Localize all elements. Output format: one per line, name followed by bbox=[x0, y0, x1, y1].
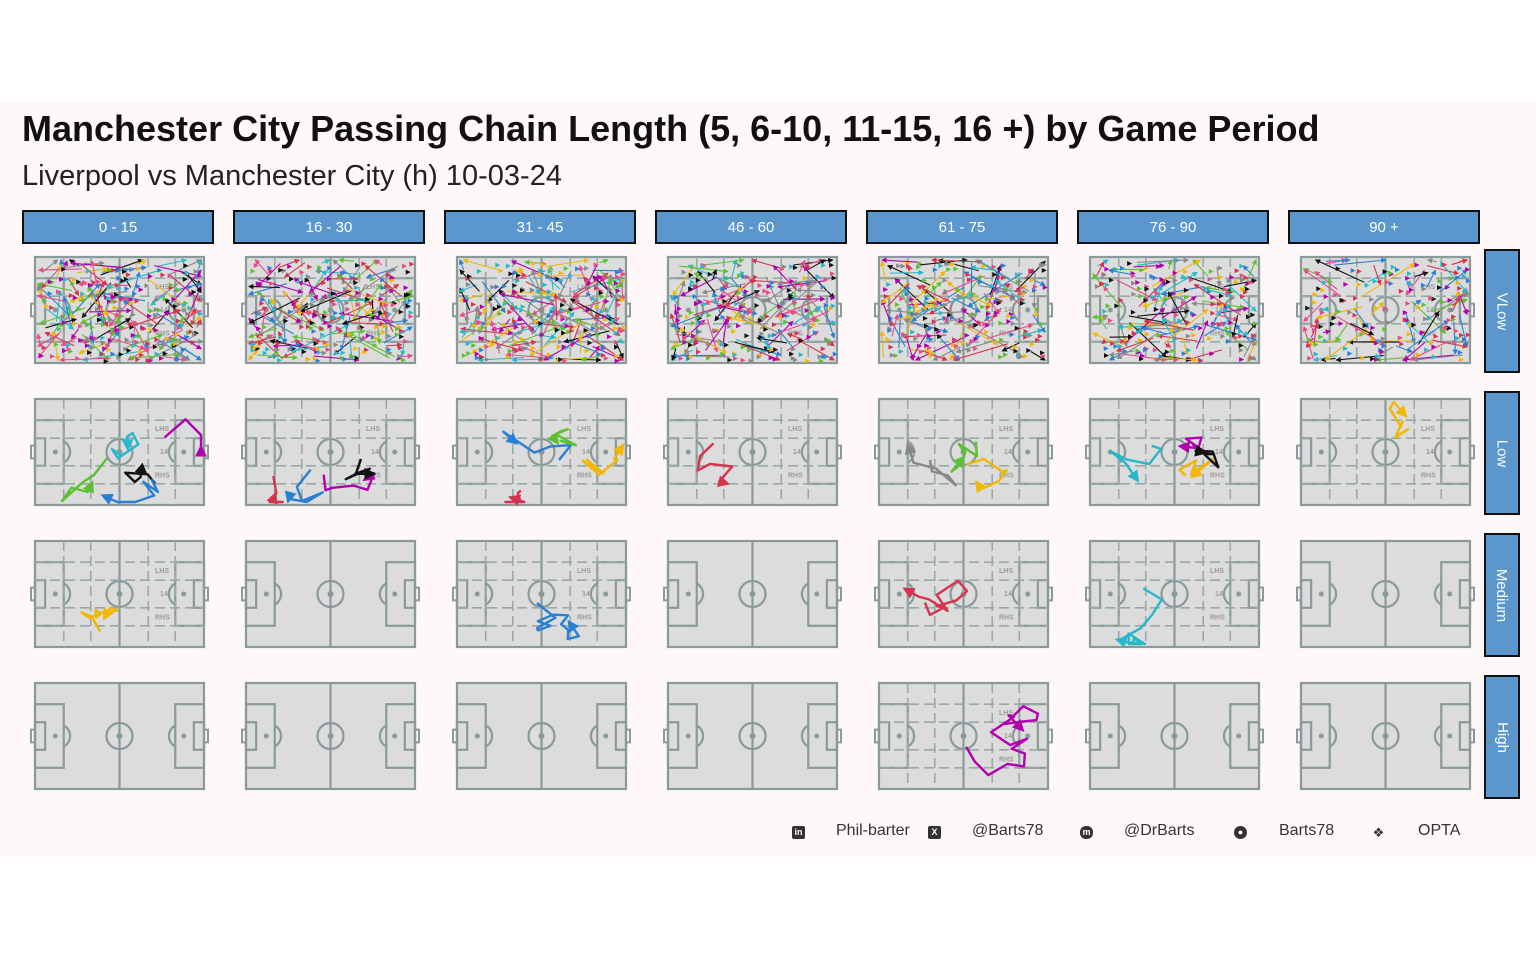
footer-linkedin-label[interactable]: Phil-barter bbox=[836, 822, 910, 839]
row-strip-vlow: VLow bbox=[1484, 249, 1520, 373]
x-twitter-icon[interactable]: X bbox=[928, 826, 941, 839]
row-strip-label: High bbox=[1493, 721, 1511, 753]
column-strip-61-75: 61 - 75 bbox=[866, 210, 1058, 244]
column-strip-46-60: 46 - 60 bbox=[655, 210, 847, 244]
row-strip-label: Medium bbox=[1493, 568, 1511, 622]
row-strip-label: Low bbox=[1493, 439, 1511, 467]
column-strip-0-15: 0 - 15 bbox=[22, 210, 214, 244]
column-strip-16-30: 16 - 30 bbox=[233, 210, 425, 244]
column-strip-label: 46 - 60 bbox=[727, 218, 775, 236]
column-strip-label: 16 - 30 bbox=[305, 218, 353, 236]
github-icon[interactable]: ● bbox=[1234, 826, 1247, 839]
column-strip-90-plus: 90 + bbox=[1288, 210, 1480, 244]
column-strip-label: 0 - 15 bbox=[98, 218, 138, 236]
row-strip-high: High bbox=[1484, 675, 1520, 799]
column-strip-31-45: 31 - 45 bbox=[444, 210, 636, 244]
column-strip-label: 90 + bbox=[1369, 218, 1399, 236]
row-strip-label: VLow bbox=[1493, 292, 1511, 330]
row-strip-medium: Medium bbox=[1484, 533, 1520, 657]
row-strip-low: Low bbox=[1484, 391, 1520, 515]
mastodon-icon[interactable]: m bbox=[1080, 826, 1093, 839]
chart-subtitle: Liverpool vs Manchester City (h) 10-03-2… bbox=[22, 160, 562, 192]
dropbox-icon[interactable]: ❖ bbox=[1372, 825, 1385, 840]
chart-title: Manchester City Passing Chain Length (5,… bbox=[22, 108, 1320, 149]
column-strip-76-90: 76 - 90 bbox=[1077, 210, 1269, 244]
linkedin-icon[interactable]: in bbox=[792, 826, 805, 839]
footer-mastodon-label[interactable]: @DrBarts bbox=[1124, 822, 1195, 839]
column-strip-label: 61 - 75 bbox=[938, 218, 986, 236]
column-strip-label: 31 - 45 bbox=[516, 218, 564, 236]
footer-dropbox-label[interactable]: OPTA bbox=[1418, 822, 1461, 839]
footer-github-label[interactable]: Barts78 bbox=[1279, 822, 1335, 839]
footer: in Phil-barter X @Barts78 m @DrBarts ● B… bbox=[0, 822, 1536, 846]
footer-x-label[interactable]: @Barts78 bbox=[972, 822, 1044, 839]
column-strip-label: 76 - 90 bbox=[1149, 218, 1197, 236]
